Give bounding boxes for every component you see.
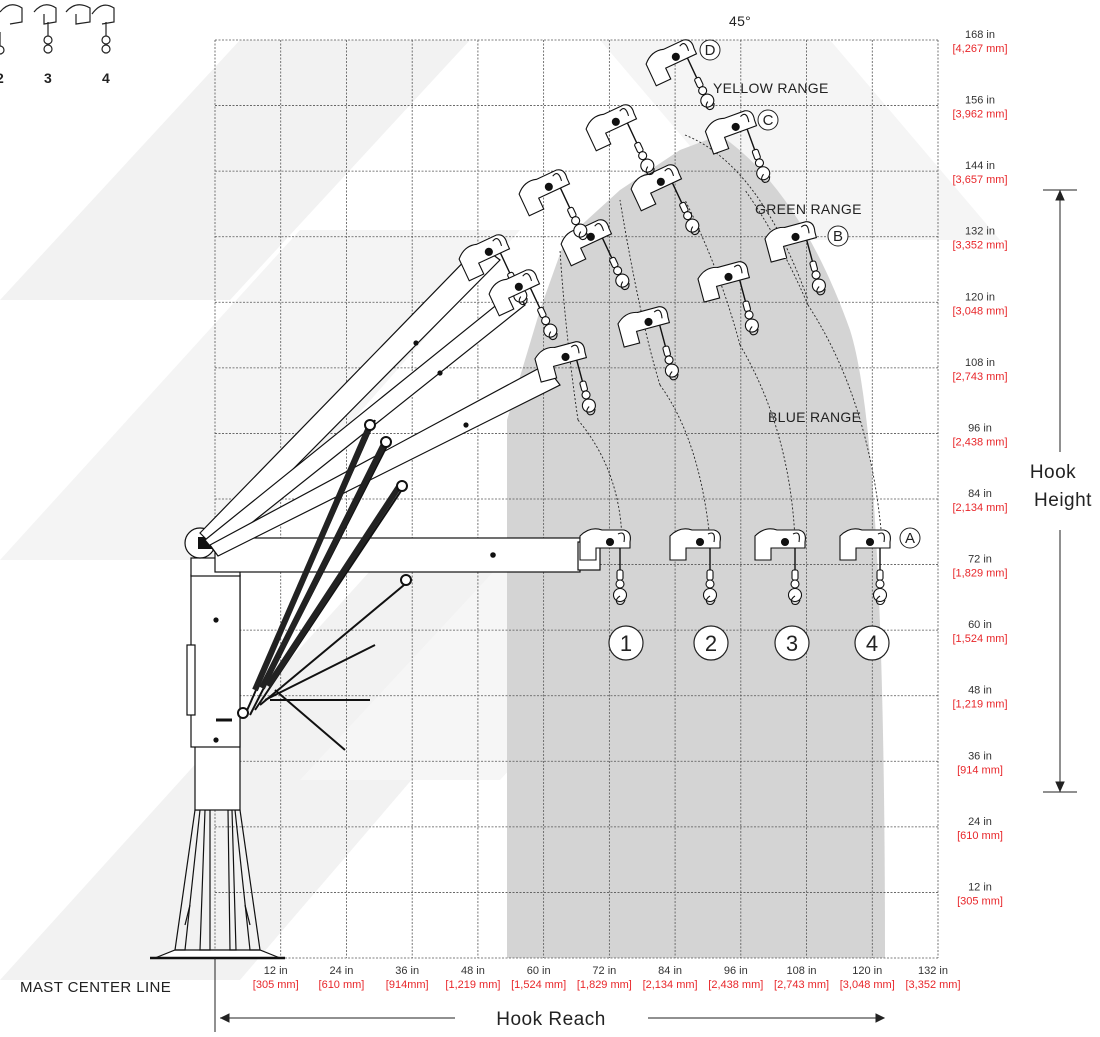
point-a-label: A xyxy=(905,530,915,547)
y-tick-inch-label: 120 in xyxy=(965,291,995,303)
hook-glyph xyxy=(630,164,700,236)
y-tick-mm-label: [3,657 mm] xyxy=(952,174,1007,186)
position-1-label: 1 xyxy=(620,631,632,656)
point-c-label: C xyxy=(763,112,774,129)
x-axis-ticks: 12 in [305 mm] 24 in [610 mm] 36 in [914mm] 48… xyxy=(253,965,961,991)
y-tick-mm-label: [305 mm] xyxy=(957,895,1003,907)
hook-glyph xyxy=(669,528,721,606)
y-tick-inch-label: 144 in xyxy=(965,160,995,172)
hook-glyph xyxy=(579,528,631,606)
position-3-label: 3 xyxy=(786,631,798,656)
hook-height-arrow xyxy=(1043,189,1077,793)
y-tick-inch-label: 132 in xyxy=(965,226,995,238)
blue-range-label: BLUE RANGE xyxy=(768,409,861,425)
x-tick-inch-label: 132 in xyxy=(918,965,948,977)
y-tick-mm-label: [4,267 mm] xyxy=(952,43,1007,55)
x-tick-inch-label: 120 in xyxy=(852,965,882,977)
y-tick-mm-label: [3,352 mm] xyxy=(952,240,1007,252)
y-tick-inch-label: 48 in xyxy=(968,685,992,697)
hook-glyph xyxy=(839,528,891,606)
position-4-label: 4 xyxy=(866,631,878,656)
y-tick-mm-label: [610 mm] xyxy=(957,830,1003,842)
hook-glyph xyxy=(764,221,826,296)
x-tick-mm-label: [2,743 mm] xyxy=(774,979,829,991)
hook-height-label-line1: Hook xyxy=(1030,462,1076,483)
x-tick-inch-label: 60 in xyxy=(527,965,551,977)
legend-fragment xyxy=(0,4,115,55)
position-2-label: 2 xyxy=(705,631,717,656)
y-tick-inch-label: 168 in xyxy=(965,29,995,41)
position-markers: 1 2 3 4 xyxy=(608,625,890,661)
y-tick-mm-label: [2,438 mm] xyxy=(952,436,1007,448)
y-tick-inch-label: 12 in xyxy=(968,881,992,893)
x-tick-mm-label: [914mm] xyxy=(386,979,429,991)
x-tick-mm-label: [2,134 mm] xyxy=(643,979,698,991)
y-tick-inch-label: 72 in xyxy=(968,554,992,566)
x-tick-inch-label: 36 in xyxy=(395,965,419,977)
y-tick-mm-label: [3,048 mm] xyxy=(952,305,1007,317)
hook-glyph xyxy=(488,269,558,341)
x-tick-inch-label: 84 in xyxy=(658,965,682,977)
x-tick-mm-label: [3,352 mm] xyxy=(905,979,960,991)
x-tick-mm-label: [610 mm] xyxy=(319,979,365,991)
x-tick-mm-label: [3,048 mm] xyxy=(840,979,895,991)
hook-trajectories xyxy=(559,134,883,541)
x-tick-inch-label: 72 in xyxy=(592,965,616,977)
x-tick-mm-label: [1,524 mm] xyxy=(511,979,566,991)
x-tick-inch-label: 24 in xyxy=(330,965,354,977)
hook-glyph xyxy=(645,39,715,111)
hook-glyph xyxy=(585,104,655,176)
y-tick-mm-label: [2,134 mm] xyxy=(952,502,1007,514)
hook-reach-arrow xyxy=(214,958,886,1032)
hook-height-label-line2: Height xyxy=(1034,490,1092,511)
x-tick-mm-label: [1,219 mm] xyxy=(445,979,500,991)
yellow-range-label: YELLOW RANGE xyxy=(713,80,829,96)
x-tick-inch-label: 48 in xyxy=(461,965,485,977)
mast-center-line-label: MAST CENTER LINE xyxy=(20,979,171,996)
y-tick-inch-label: 156 in xyxy=(965,95,995,107)
point-markers: A B C D xyxy=(699,39,921,549)
x-tick-mm-label: [2,438 mm] xyxy=(708,979,763,991)
x-tick-mm-label: [305 mm] xyxy=(253,979,299,991)
hook-glyph xyxy=(704,110,771,183)
y-tick-inch-label: 24 in xyxy=(968,816,992,828)
hook-glyph xyxy=(534,341,596,416)
hook-glyph xyxy=(697,261,759,336)
hook-glyph xyxy=(518,169,588,241)
legend-number-4: 4 xyxy=(102,70,110,86)
hook-positions xyxy=(458,39,891,606)
point-b-label: B xyxy=(833,228,843,245)
y-tick-mm-label: [914 mm] xyxy=(957,764,1003,776)
legend-number-2: 2 xyxy=(0,70,4,86)
crane-drawing xyxy=(150,244,601,960)
y-tick-mm-label: [2,743 mm] xyxy=(952,371,1007,383)
hook-glyph xyxy=(617,306,679,381)
point-d-label: D xyxy=(705,42,716,59)
y-tick-inch-label: 60 in xyxy=(968,619,992,631)
angle-label: 45° xyxy=(729,13,751,29)
y-tick-mm-label: [1,219 mm] xyxy=(952,699,1007,711)
y-tick-inch-label: 36 in xyxy=(968,750,992,762)
hook-glyph xyxy=(754,528,806,606)
green-range-label: GREEN RANGE xyxy=(755,201,862,217)
x-tick-inch-label: 108 in xyxy=(787,965,817,977)
y-tick-inch-label: 108 in xyxy=(965,357,995,369)
y-axis-ticks: 12 in [305 mm] 24 in [610 mm] 36 in [914 mm] 4… xyxy=(952,29,1007,907)
y-tick-inch-label: 96 in xyxy=(968,422,992,434)
x-tick-inch-label: 96 in xyxy=(724,965,748,977)
y-tick-inch-label: 84 in xyxy=(968,488,992,500)
y-tick-mm-label: [1,524 mm] xyxy=(952,633,1007,645)
y-tick-mm-label: [1,829 mm] xyxy=(952,568,1007,580)
x-tick-mm-label: [1,829 mm] xyxy=(577,979,632,991)
y-tick-mm-label: [3,962 mm] xyxy=(952,109,1007,121)
x-tick-inch-label: 12 in xyxy=(264,965,288,977)
legend-number-3: 3 xyxy=(44,70,52,86)
hook-reach-label: Hook Reach xyxy=(496,1009,606,1030)
